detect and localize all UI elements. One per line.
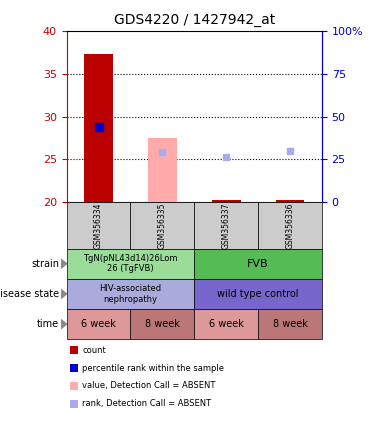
Text: 8 week: 8 week: [145, 319, 180, 329]
Bar: [148, 138, 177, 202]
Text: 6 week: 6 week: [81, 319, 116, 329]
Text: GSM356337: GSM356337: [222, 202, 231, 249]
Text: strain: strain: [31, 259, 59, 269]
Title: GDS4220 / 1427942_at: GDS4220 / 1427942_at: [114, 13, 275, 27]
Text: 6 week: 6 week: [209, 319, 243, 329]
Text: time: time: [37, 319, 59, 329]
Bar: [84, 54, 113, 202]
Text: count: count: [82, 346, 106, 355]
Point: [159, 149, 165, 156]
Bar: [276, 200, 305, 202]
Text: value, Detection Call = ABSENT: value, Detection Call = ABSENT: [82, 381, 215, 390]
Text: rank, Detection Call = ABSENT: rank, Detection Call = ABSENT: [82, 399, 211, 408]
Text: 8 week: 8 week: [273, 319, 307, 329]
Text: FVB: FVB: [247, 259, 269, 269]
Text: GSM356336: GSM356336: [286, 202, 295, 249]
Text: HIV-associated
nephropathy: HIV-associated nephropathy: [100, 284, 161, 304]
Text: GSM356334: GSM356334: [94, 202, 103, 249]
Text: wild type control: wild type control: [217, 289, 299, 299]
Text: GSM356335: GSM356335: [158, 202, 167, 249]
Point: [223, 153, 229, 160]
Text: percentile rank within the sample: percentile rank within the sample: [82, 364, 224, 373]
Point: [95, 123, 101, 131]
Text: TgN(pNL43d14)26Lom
26 (TgFVB): TgN(pNL43d14)26Lom 26 (TgFVB): [83, 254, 178, 274]
Point: [287, 147, 293, 155]
Text: disease state: disease state: [0, 289, 59, 299]
Bar: [212, 200, 240, 202]
